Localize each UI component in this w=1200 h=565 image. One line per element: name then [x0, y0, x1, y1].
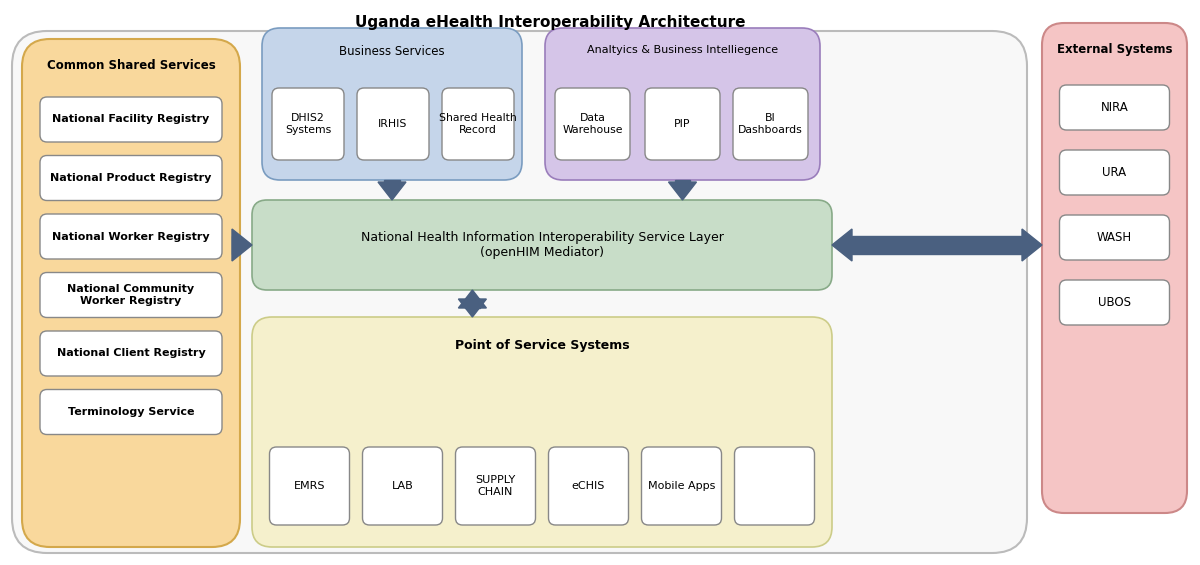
Text: National Worker Registry: National Worker Registry: [52, 232, 210, 241]
FancyBboxPatch shape: [270, 447, 349, 525]
Text: Mobile Apps: Mobile Apps: [648, 481, 715, 491]
Polygon shape: [232, 229, 252, 261]
Text: Analtyics & Business Intelliegence: Analtyics & Business Intelliegence: [587, 45, 778, 55]
Polygon shape: [464, 299, 480, 308]
Text: eCHIS: eCHIS: [572, 481, 605, 491]
Polygon shape: [458, 290, 486, 308]
FancyBboxPatch shape: [358, 88, 430, 160]
Text: DHIS2
Systems: DHIS2 Systems: [284, 113, 331, 135]
Text: SUPPLY
CHAIN: SUPPLY CHAIN: [475, 475, 516, 497]
FancyBboxPatch shape: [545, 28, 820, 180]
Text: Terminology Service: Terminology Service: [67, 407, 194, 417]
FancyBboxPatch shape: [646, 88, 720, 160]
FancyBboxPatch shape: [12, 31, 1027, 553]
Polygon shape: [458, 299, 486, 317]
FancyBboxPatch shape: [1060, 85, 1170, 130]
Polygon shape: [1022, 229, 1042, 261]
FancyBboxPatch shape: [40, 272, 222, 318]
FancyBboxPatch shape: [642, 447, 721, 525]
Polygon shape: [832, 229, 852, 261]
FancyBboxPatch shape: [40, 389, 222, 434]
FancyBboxPatch shape: [40, 97, 222, 142]
FancyBboxPatch shape: [442, 88, 514, 160]
FancyBboxPatch shape: [1060, 215, 1170, 260]
Text: External Systems: External Systems: [1057, 43, 1172, 56]
FancyBboxPatch shape: [22, 39, 240, 547]
Text: LAB: LAB: [391, 481, 413, 491]
Text: EMRS: EMRS: [294, 481, 325, 491]
Text: Data
Warehouse: Data Warehouse: [563, 113, 623, 135]
Text: National Client Registry: National Client Registry: [56, 349, 205, 359]
Text: BI
Dashboards: BI Dashboards: [738, 113, 803, 135]
Text: National Product Registry: National Product Registry: [50, 173, 211, 183]
Polygon shape: [232, 236, 240, 254]
Text: National Community
Worker Registry: National Community Worker Registry: [67, 284, 194, 306]
Text: URA: URA: [1103, 166, 1127, 179]
Text: UBOS: UBOS: [1098, 296, 1132, 309]
Text: National Health Information Interoperability Service Layer
(openHIM Mediator): National Health Information Interoperabi…: [360, 231, 724, 259]
FancyBboxPatch shape: [1060, 280, 1170, 325]
FancyBboxPatch shape: [40, 155, 222, 201]
Text: Common Shared Services: Common Shared Services: [47, 59, 215, 72]
Text: WASH: WASH: [1097, 231, 1132, 244]
FancyBboxPatch shape: [262, 28, 522, 180]
FancyBboxPatch shape: [272, 88, 344, 160]
FancyBboxPatch shape: [252, 200, 832, 290]
FancyBboxPatch shape: [252, 317, 832, 547]
Text: Point of Service Systems: Point of Service Systems: [455, 339, 629, 352]
FancyBboxPatch shape: [456, 447, 535, 525]
Text: PIP: PIP: [674, 119, 691, 129]
Text: Business Services: Business Services: [340, 45, 445, 58]
FancyBboxPatch shape: [1060, 150, 1170, 195]
FancyBboxPatch shape: [362, 447, 443, 525]
FancyBboxPatch shape: [554, 88, 630, 160]
Polygon shape: [674, 180, 690, 182]
Text: Uganda eHealth Interoperability Architecture: Uganda eHealth Interoperability Architec…: [355, 15, 745, 30]
Polygon shape: [378, 182, 406, 200]
Polygon shape: [384, 180, 400, 182]
FancyBboxPatch shape: [733, 88, 808, 160]
FancyBboxPatch shape: [1042, 23, 1187, 513]
Text: NIRA: NIRA: [1100, 101, 1128, 114]
FancyBboxPatch shape: [734, 447, 815, 525]
Text: National Facility Registry: National Facility Registry: [53, 115, 210, 124]
Polygon shape: [852, 236, 1022, 254]
Text: IRHIS: IRHIS: [378, 119, 408, 129]
Polygon shape: [668, 182, 696, 200]
FancyBboxPatch shape: [40, 214, 222, 259]
FancyBboxPatch shape: [548, 447, 629, 525]
Text: Shared Health
Record: Shared Health Record: [439, 113, 517, 135]
FancyBboxPatch shape: [40, 331, 222, 376]
